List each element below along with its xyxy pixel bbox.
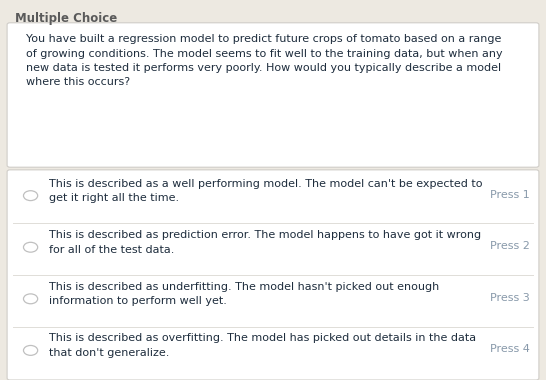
FancyBboxPatch shape <box>7 170 539 380</box>
FancyBboxPatch shape <box>7 23 539 167</box>
Text: Multiple Choice: Multiple Choice <box>15 12 117 25</box>
Circle shape <box>23 345 38 355</box>
Text: Press 2: Press 2 <box>490 241 530 251</box>
Circle shape <box>23 242 38 252</box>
Text: You have built a regression model to predict future crops of tomato based on a r: You have built a regression model to pre… <box>26 34 503 87</box>
Text: Press 4: Press 4 <box>490 344 530 354</box>
Text: Press 3: Press 3 <box>490 293 530 303</box>
Text: This is described as overfitting. The model has picked out details in the data
t: This is described as overfitting. The mo… <box>49 333 476 358</box>
Text: This is described as underfitting. The model hasn't picked out enough
informatio: This is described as underfitting. The m… <box>49 282 440 306</box>
Circle shape <box>23 191 38 201</box>
Text: Press 1: Press 1 <box>490 190 530 200</box>
Text: This is described as a well performing model. The model can't be expected to
get: This is described as a well performing m… <box>49 179 483 203</box>
Text: This is described as prediction error. The model happens to have got it wrong
fo: This is described as prediction error. T… <box>49 230 481 255</box>
Circle shape <box>23 294 38 304</box>
